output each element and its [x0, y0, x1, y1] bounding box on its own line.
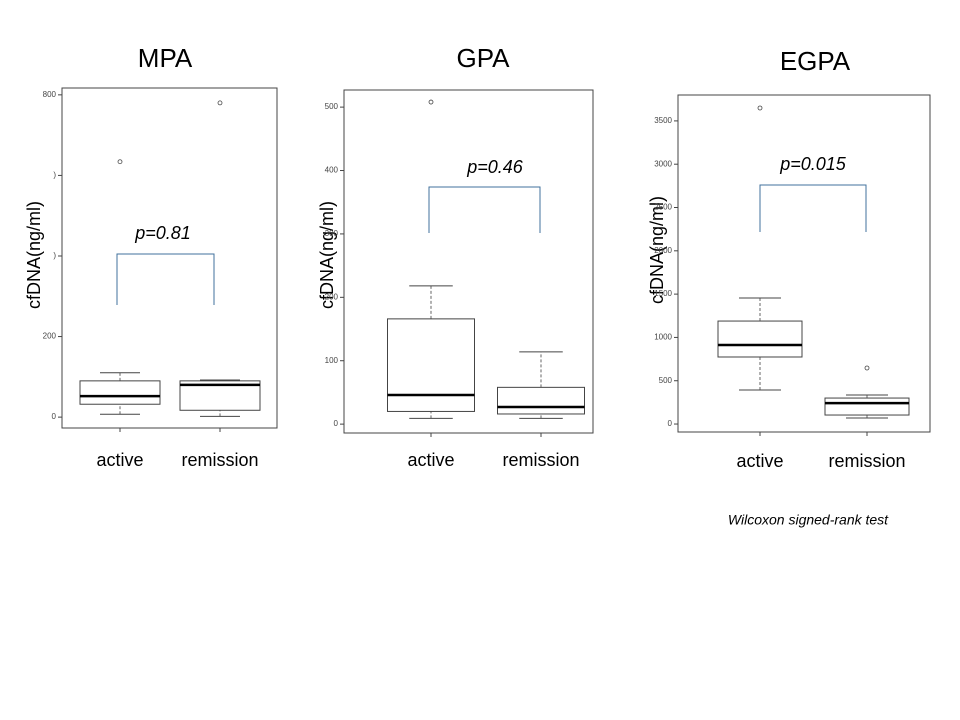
y-axis-label: cfDNA(ng/ml)	[24, 201, 44, 309]
y-axis-label: cfDNA(ng/ml)	[647, 196, 667, 304]
y-tick-label: 3500	[654, 116, 672, 125]
outlier	[217, 100, 223, 106]
significance-bracket	[428, 186, 541, 233]
chart-title: EGPA	[780, 46, 851, 76]
outlier	[864, 365, 870, 371]
y-axis-label: cfDNA(ng/ml)	[317, 201, 337, 309]
y-tick-label: )	[53, 251, 56, 260]
y-tick-label: 1500	[654, 289, 672, 298]
y-tick-label: 400	[325, 166, 339, 175]
chart-title: MPA	[138, 43, 193, 73]
box	[179, 380, 261, 411]
y-tick-label: 800	[43, 90, 57, 99]
y-tick-label: )	[53, 171, 56, 180]
x-tick-label: remission	[502, 450, 579, 470]
x-tick-label: active	[96, 450, 143, 470]
y-tick-label: 0	[334, 419, 339, 428]
box	[824, 397, 910, 416]
y-tick-label: 2000	[654, 246, 672, 255]
p-value: p=0.81	[134, 223, 191, 243]
y-tick-label: 0	[52, 412, 57, 421]
x-tick-label: active	[736, 451, 783, 471]
y-tick-label: 1000	[654, 333, 672, 342]
y-tick-label: 500	[659, 376, 673, 385]
x-tick-label: remission	[181, 450, 258, 470]
p-value: p=0.46	[466, 157, 524, 177]
significance-bracket	[116, 253, 215, 305]
y-tick-label: 2500	[654, 203, 672, 212]
outlier	[757, 105, 763, 111]
y-tick-label: 3000	[654, 159, 672, 168]
plot-frame	[343, 89, 594, 434]
x-tick-label: active	[407, 450, 454, 470]
footnote: Wilcoxon signed-rank test	[728, 512, 889, 528]
box	[79, 380, 161, 405]
plot-frame	[61, 87, 278, 429]
y-tick-label: 200	[43, 332, 57, 341]
y-tick-label: 0	[668, 419, 673, 428]
y-tick-label: 100	[325, 356, 339, 365]
y-tick-label: 300	[325, 229, 339, 238]
p-value: p=0.015	[779, 154, 847, 174]
y-tick-label: 500	[325, 102, 339, 111]
y-tick-label: 200	[325, 292, 339, 301]
x-tick-label: remission	[828, 451, 905, 471]
plot-frame	[677, 94, 931, 433]
box	[717, 320, 803, 358]
box	[387, 318, 475, 412]
chart-title: GPA	[457, 43, 511, 73]
box	[497, 386, 585, 415]
significance-bracket	[759, 184, 867, 232]
outlier	[428, 99, 434, 105]
outlier	[117, 159, 123, 165]
